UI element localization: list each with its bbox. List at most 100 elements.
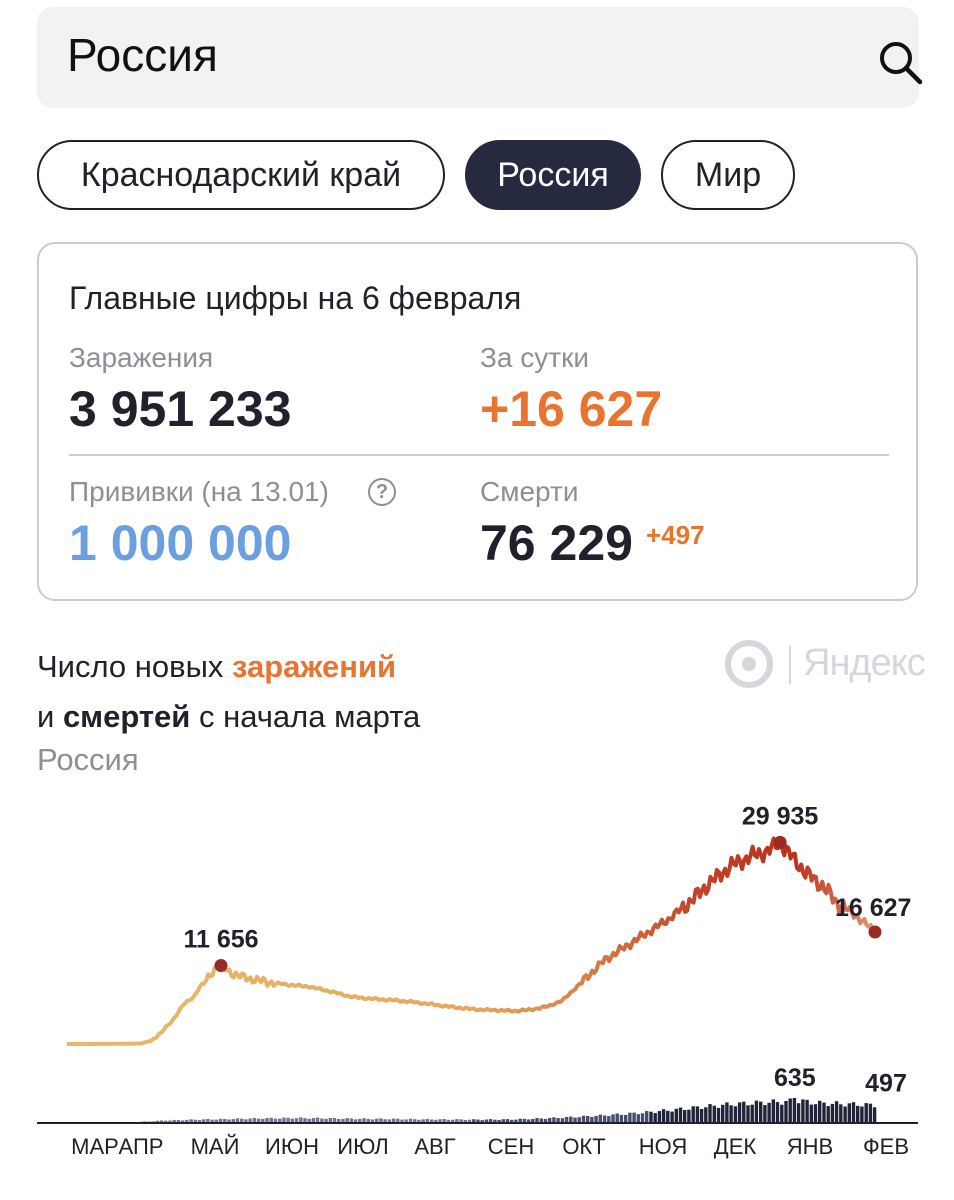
search-icon[interactable] <box>875 37 927 89</box>
death-bar <box>813 1104 818 1123</box>
heading-deaths-word: смертей <box>62 699 191 734</box>
death-bar <box>856 1105 860 1123</box>
daily-value: +16 627 <box>480 381 663 437</box>
death-bar <box>839 1104 843 1123</box>
death-bar <box>438 1119 442 1123</box>
yandex-logo-icon <box>725 640 773 688</box>
death-bar <box>164 1120 168 1123</box>
death-bar <box>834 1101 839 1123</box>
death-bar <box>569 1116 573 1123</box>
death-bar <box>725 1102 729 1123</box>
death-bar <box>598 1114 602 1123</box>
death-bar <box>733 1106 738 1123</box>
death-bar <box>661 1109 666 1123</box>
month-label: МАЙ <box>191 1134 240 1159</box>
death-bar <box>602 1115 607 1123</box>
death-bar <box>586 1116 590 1123</box>
death-bar <box>320 1118 324 1123</box>
death-bar <box>197 1120 202 1123</box>
death-bar <box>227 1119 231 1123</box>
death-bar <box>425 1118 429 1123</box>
death-bar <box>180 1120 185 1123</box>
help-icon[interactable]: ? <box>368 478 396 506</box>
month-label: АВГ <box>414 1134 455 1159</box>
month-label: НОЯ <box>639 1134 687 1159</box>
death-bar <box>548 1118 552 1123</box>
death-value-label: 497 <box>865 1069 907 1097</box>
death-bar <box>185 1119 189 1123</box>
death-bar <box>299 1117 303 1123</box>
death-bar <box>391 1118 396 1123</box>
death-bar <box>349 1118 354 1123</box>
death-bar <box>417 1119 421 1123</box>
death-bar <box>780 1104 784 1123</box>
death-bar <box>712 1105 716 1123</box>
death-bar <box>375 1118 379 1123</box>
infections-value: 3 951 233 <box>69 381 292 437</box>
death-bar <box>864 1103 868 1123</box>
death-bar <box>484 1119 489 1123</box>
death-bar <box>759 1101 763 1123</box>
death-bar <box>851 1102 856 1123</box>
death-bar <box>653 1113 657 1123</box>
death-bar <box>539 1118 543 1123</box>
death-bar <box>632 1112 636 1123</box>
death-bar <box>311 1118 316 1123</box>
death-bar <box>801 1099 805 1123</box>
chip-russia[interactable]: Россия <box>465 140 641 210</box>
death-bar <box>611 1114 615 1123</box>
death-bar <box>463 1120 467 1123</box>
death-bar <box>451 1119 455 1123</box>
death-bar <box>716 1107 721 1123</box>
death-bar <box>796 1103 801 1123</box>
death-bar <box>742 1101 746 1123</box>
summary-card: Главные цифры на 6 февраля Заражения 3 9… <box>37 242 918 601</box>
death-bar <box>594 1115 598 1123</box>
month-label: АПР <box>119 1134 164 1159</box>
death-bar <box>256 1118 261 1123</box>
heading-line2-suffix: с начала марта <box>190 699 421 734</box>
cases-chart: 11 656 29 935 16 627 635 497 МАР АПР МАЙ ИЮН ИЮЛ… <box>37 802 918 1159</box>
infections-label: Заражения <box>69 342 214 373</box>
death-bar <box>754 1100 759 1123</box>
infection-value-label: 16 627 <box>835 894 911 922</box>
search-input[interactable]: Россия <box>67 29 218 81</box>
infection-value-label: 29 935 <box>742 802 819 830</box>
death-bar <box>324 1118 328 1123</box>
daily-label: За сутки <box>480 342 589 373</box>
infection-marker <box>214 959 228 972</box>
death-bar <box>624 1114 628 1123</box>
death-bar <box>581 1115 586 1123</box>
vaccinations-label: Прививки (на 13.01) <box>69 476 329 507</box>
death-bar <box>699 1109 704 1123</box>
death-bar <box>362 1118 366 1123</box>
death-bar <box>176 1120 181 1123</box>
death-bar <box>615 1113 619 1123</box>
death-bar <box>847 1103 851 1123</box>
death-bar <box>560 1118 565 1123</box>
death-bar <box>843 1106 847 1123</box>
chart-heading: Число новых заражений и смертей с начала… <box>37 642 420 742</box>
death-bar <box>370 1119 375 1123</box>
death-bar <box>674 1108 678 1123</box>
death-bar <box>345 1118 349 1123</box>
death-bar <box>434 1119 438 1123</box>
death-bar <box>244 1119 248 1123</box>
death-bar <box>358 1118 362 1123</box>
death-bar <box>645 1111 649 1123</box>
death-bar <box>218 1118 223 1123</box>
death-bar <box>750 1104 754 1123</box>
death-bar <box>746 1105 750 1123</box>
death-bar <box>577 1117 581 1123</box>
chip-world[interactable]: Мир <box>661 140 795 210</box>
death-bar <box>223 1118 227 1123</box>
death-bar <box>526 1119 531 1123</box>
chip-krasnodar[interactable]: Краснодарский край <box>37 140 445 210</box>
death-bar <box>531 1118 535 1123</box>
death-bar <box>860 1106 864 1123</box>
search-bar[interactable]: Россия <box>37 7 923 108</box>
death-bar <box>704 1107 708 1123</box>
death-bar <box>265 1118 269 1123</box>
death-bar <box>286 1117 290 1123</box>
death-bar <box>273 1118 278 1123</box>
